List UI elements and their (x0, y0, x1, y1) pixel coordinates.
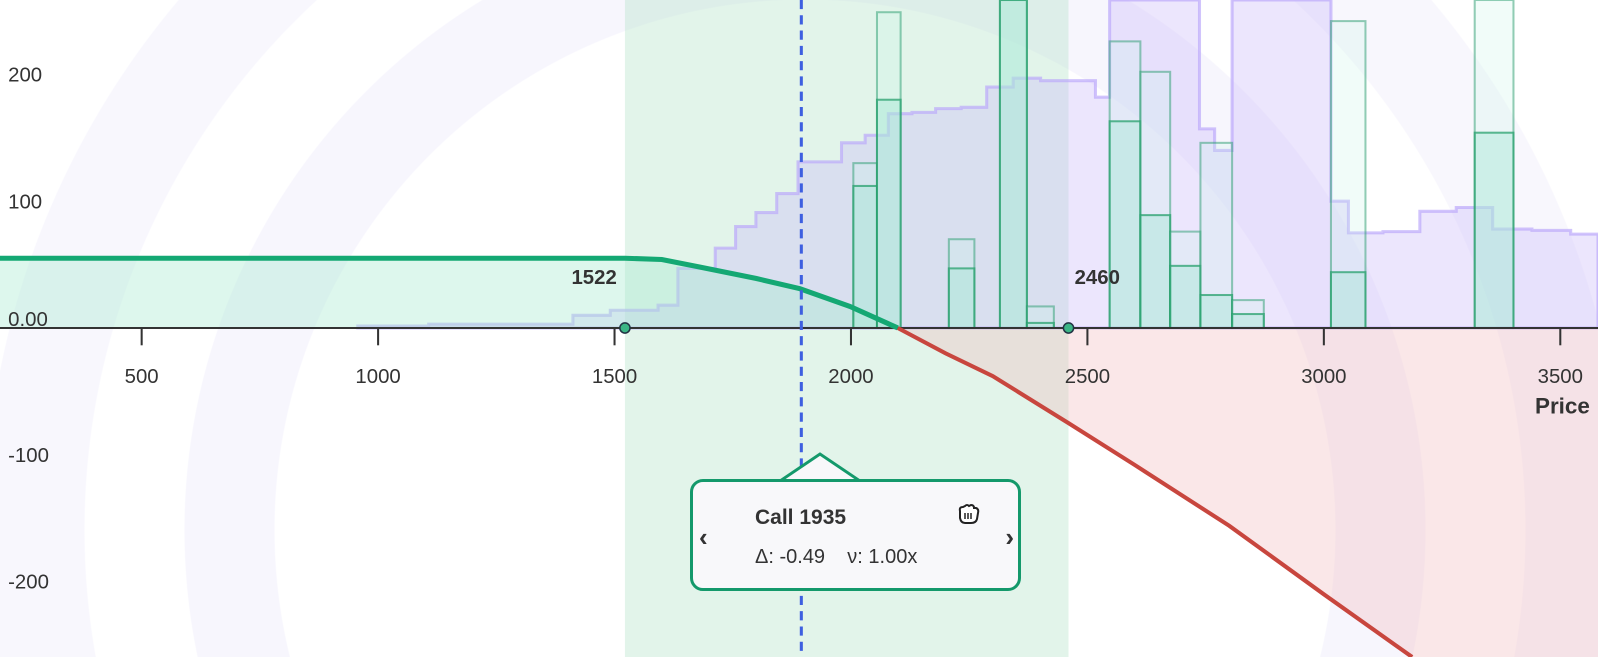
profit-area (0, 258, 898, 328)
tooltip-greeks: Δ: -0.49 ν: 1.00x (755, 546, 918, 568)
payoff-fill (0, 258, 1598, 657)
axes (0, 326, 1598, 346)
distribution-histogram (356, 0, 1598, 330)
tooltip-title: Call 1935 (755, 506, 847, 529)
breakeven-label: 1522 (571, 267, 616, 289)
tooltip-arrow (780, 452, 860, 483)
y-tick-label: 100 (8, 191, 42, 213)
x-axis-label: Price (1535, 394, 1590, 419)
x-tick-label: 1000 (355, 366, 400, 388)
strike-bar-inner[interactable] (1139, 214, 1172, 330)
strike-bar-inner[interactable] (1108, 120, 1142, 330)
breakeven-marker[interactable] (619, 322, 631, 334)
strike-bar-inner[interactable] (947, 267, 976, 330)
grab-hand-icon[interactable] (955, 502, 981, 526)
payoff-line (0, 255, 1414, 657)
x-tick-label: 2500 (1065, 366, 1110, 388)
chevron-left-icon[interactable]: ‹ (699, 522, 708, 552)
distribution-area (356, 0, 1598, 330)
strike-bars[interactable] (852, 0, 1515, 330)
strike-bar-inner[interactable] (1329, 271, 1367, 330)
breakeven-label: 2460 (1075, 267, 1120, 289)
payoff-loss-line (896, 326, 1414, 657)
strike-bar-inner[interactable] (1231, 313, 1265, 330)
chart-labels: 500 1000 1500 2000 2500 3000 3500 200 100 0.00 -10… (8, 64, 1590, 593)
strike-bar-inner[interactable] (1199, 293, 1234, 330)
strike-bar-outer[interactable] (1199, 141, 1234, 330)
y-tick-label: -100 (8, 445, 49, 467)
x-tick-label: 2000 (828, 366, 873, 388)
strike-bar-inner[interactable] (1473, 131, 1515, 330)
y-tick-label: -200 (8, 572, 49, 594)
strike-bar-inner[interactable] (875, 98, 902, 330)
option-tooltip[interactable]: ‹ Call 1935 Δ: -0.49 ν: 1.00x › (690, 479, 1021, 591)
y-tick-label: 0.00 (8, 309, 48, 331)
chevron-right-icon[interactable]: › (1005, 522, 1014, 552)
x-tick-label: 1500 (592, 366, 637, 388)
strike-bar-inner[interactable] (998, 0, 1028, 330)
strike-bar-inner[interactable] (1169, 264, 1202, 330)
strike-bar-outer[interactable] (1139, 70, 1172, 330)
x-tick-label: 3000 (1301, 366, 1346, 388)
payoff-profit-line (0, 255, 899, 331)
x-tick-label: 3500 (1538, 366, 1583, 388)
breakeven-marker[interactable] (1062, 322, 1075, 334)
strike-bar-inner[interactable] (852, 184, 879, 330)
y-tick-label: 200 (8, 64, 42, 86)
loss-area (897, 327, 1598, 657)
x-tick-label: 500 (125, 366, 159, 388)
